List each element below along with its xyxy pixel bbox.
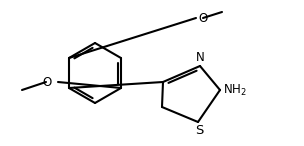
Text: O: O <box>198 12 207 25</box>
Text: NH$_2$: NH$_2$ <box>223 82 247 98</box>
Text: S: S <box>195 124 203 137</box>
Text: N: N <box>196 51 204 64</box>
Text: O: O <box>43 75 52 88</box>
